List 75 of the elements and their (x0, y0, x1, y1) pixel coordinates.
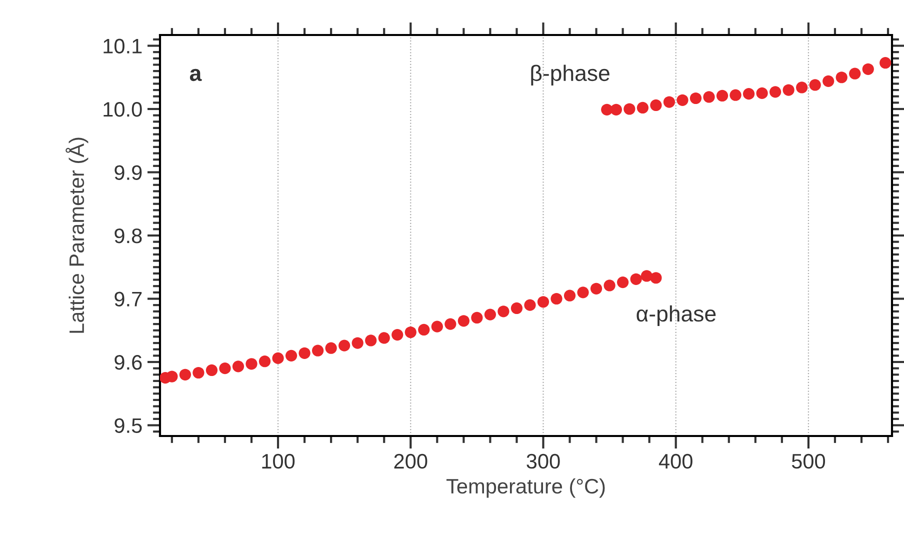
point (444, 318, 456, 330)
point (365, 334, 377, 346)
point (716, 90, 728, 102)
point (285, 350, 298, 362)
y-tick-label: 9.9 (114, 165, 142, 180)
point (431, 320, 443, 332)
annotation: β-phase (531, 64, 610, 86)
x-tick-label: 100 (262, 454, 295, 469)
point (880, 57, 892, 69)
point (206, 364, 218, 376)
point (550, 292, 562, 305)
point (604, 280, 616, 292)
point (537, 296, 550, 308)
point (312, 344, 324, 356)
point (418, 324, 430, 336)
point (179, 368, 192, 380)
point (650, 99, 662, 112)
point (630, 273, 642, 285)
point (510, 302, 523, 314)
point (822, 75, 834, 87)
point (796, 82, 808, 94)
y-tick-label: 9.5 (114, 418, 142, 433)
point (404, 326, 416, 338)
point (392, 328, 404, 341)
x-tick-label: 300 (526, 454, 560, 469)
x-tick-label: 500 (792, 454, 826, 469)
point (650, 272, 662, 284)
point (769, 86, 782, 98)
point (636, 102, 649, 114)
annotation: α-phase (636, 305, 716, 326)
point (325, 342, 337, 354)
point (610, 104, 622, 116)
point (298, 347, 310, 359)
x-tick-label: 200 (394, 454, 428, 469)
point (624, 103, 636, 115)
point (232, 360, 244, 372)
point (498, 306, 510, 318)
point (192, 366, 204, 379)
y-tick-label: 9.6 (114, 355, 142, 370)
point (862, 63, 874, 75)
point (564, 290, 576, 302)
point (849, 68, 861, 80)
point (782, 84, 794, 96)
x-tick-label: 400 (658, 454, 692, 469)
point (471, 312, 483, 324)
point (338, 340, 350, 352)
y-tick-label: 9.8 (114, 228, 142, 244)
x-axis-title: Temperature (°C) (446, 478, 605, 498)
point (730, 89, 742, 101)
point (836, 72, 848, 84)
point (219, 362, 231, 374)
point (272, 352, 284, 364)
point (616, 276, 629, 288)
y-tick-label: 9.7 (114, 292, 142, 307)
point (577, 286, 589, 298)
point (258, 356, 271, 368)
point (663, 96, 676, 108)
point (484, 308, 496, 320)
point (246, 358, 258, 370)
point (166, 370, 178, 382)
point (524, 299, 536, 311)
y-tick-label: 10.1 (104, 38, 142, 54)
annotation: a (190, 68, 202, 82)
point (458, 315, 470, 327)
point (590, 282, 602, 294)
y-tick-label: 10.0 (104, 102, 142, 117)
point (676, 94, 688, 106)
point (809, 79, 821, 91)
point (352, 337, 364, 349)
y-axis-title: Lattice Parameter (Å) (66, 138, 88, 333)
point (378, 332, 390, 344)
point (690, 92, 702, 104)
point (703, 91, 715, 103)
point (742, 88, 755, 100)
point (756, 87, 768, 99)
